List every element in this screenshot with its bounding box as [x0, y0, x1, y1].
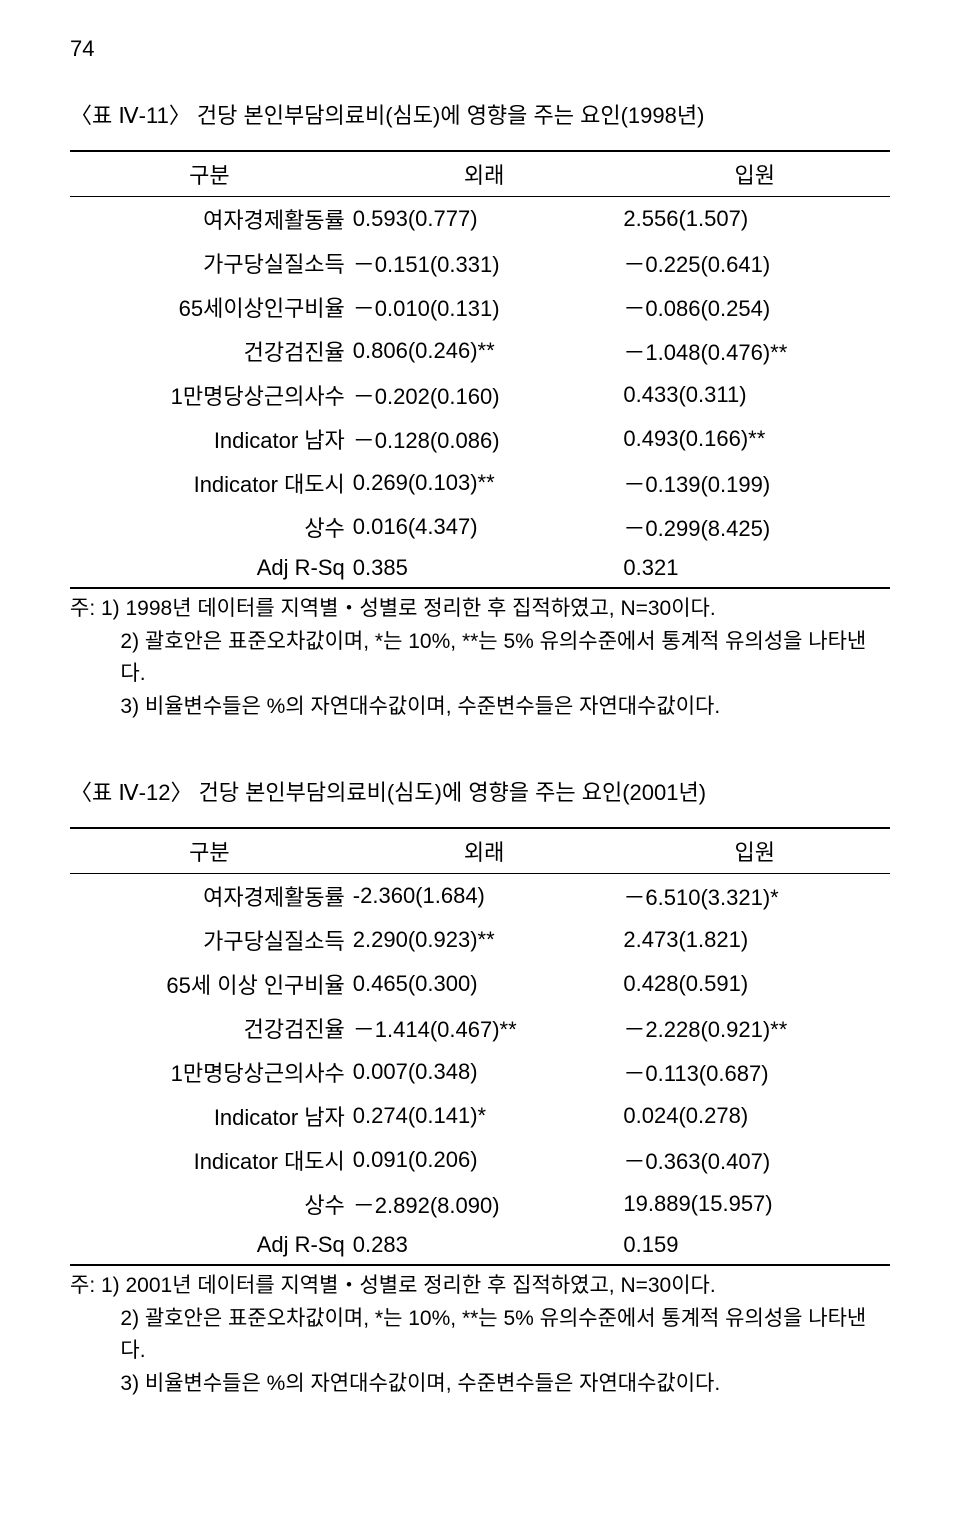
- row-label: 1만명당상근의사수: [70, 373, 349, 417]
- table2: 구분 외래 입원 여자경제활동률 -2.360(1.684) －6.510(3.…: [70, 827, 890, 1266]
- note-line: 3) 비율변수들은 %의 자연대수값이며, 수준변수들은 자연대수값이다.: [70, 691, 890, 724]
- table1: 구분 외래 입원 여자경제활동률 0.593(0.777) 2.556(1.50…: [70, 150, 890, 589]
- row-val: 19.889(15.957): [619, 1182, 890, 1226]
- row-label: 건강검진율: [70, 1006, 349, 1050]
- table-row: Indicator 대도시 0.091(0.206) －0.363(0.407): [70, 1138, 890, 1182]
- table1-head-2: 입원: [619, 151, 890, 197]
- table-row: Indicator 남자 0.274(0.141)* 0.024(0.278): [70, 1094, 890, 1138]
- row-val: 0.465(0.300): [349, 962, 620, 1006]
- table-row: 상수 0.016(4.347) －0.299(8.425): [70, 505, 890, 549]
- row-val: 0.321: [619, 549, 890, 588]
- table1-notes: 주: 1) 1998년 데이터를 지역별‧성별로 정리한 후 집적하였고, N=…: [70, 593, 890, 723]
- table2-title: 〈표 Ⅳ-12〉 건당 본인부담의료비(심도)에 영향을 주는 요인(2001년…: [70, 775, 890, 807]
- row-val: 0.016(4.347): [349, 505, 620, 549]
- row-label: Indicator 남자: [70, 417, 349, 461]
- table1-head-1: 외래: [349, 151, 620, 197]
- row-val: －0.113(0.687): [619, 1050, 890, 1094]
- table2-head-2: 입원: [619, 828, 890, 874]
- row-label: 여자경제활동률: [70, 197, 349, 242]
- row-val: 0.159: [619, 1226, 890, 1265]
- note-line: 2) 괄호안은 표준오차값이며, *는 10%, **는 5% 유의수준에서 통…: [70, 1303, 890, 1368]
- row-val: 0.024(0.278): [619, 1094, 890, 1138]
- table-row: Adj R-Sq 0.283 0.159: [70, 1226, 890, 1265]
- table-row: 65세이상인구비율 －0.010(0.131) －0.086(0.254): [70, 285, 890, 329]
- row-val: 0.091(0.206): [349, 1138, 620, 1182]
- table2-header-row: 구분 외래 입원: [70, 828, 890, 874]
- note-line: 3) 비율변수들은 %의 자연대수값이며, 수준변수들은 자연대수값이다.: [70, 1368, 890, 1401]
- row-val: 2.556(1.507): [619, 197, 890, 242]
- row-label: 가구당실질소득: [70, 241, 349, 285]
- row-label: Adj R-Sq: [70, 1226, 349, 1265]
- table-row: 가구당실질소득 2.290(0.923)** 2.473(1.821): [70, 918, 890, 962]
- row-val: 0.007(0.348): [349, 1050, 620, 1094]
- table-row: 1만명당상근의사수 －0.202(0.160) 0.433(0.311): [70, 373, 890, 417]
- table2-notes: 주: 1) 2001년 데이터를 지역별‧성별로 정리한 후 집적하였고, N=…: [70, 1270, 890, 1400]
- row-val: －0.363(0.407): [619, 1138, 890, 1182]
- row-val: －1.414(0.467)**: [349, 1006, 620, 1050]
- table-row: 1만명당상근의사수 0.007(0.348) －0.113(0.687): [70, 1050, 890, 1094]
- row-val: －0.086(0.254): [619, 285, 890, 329]
- table1-head-0: 구분: [70, 151, 349, 197]
- row-val: －0.202(0.160): [349, 373, 620, 417]
- row-label: 1만명당상근의사수: [70, 1050, 349, 1094]
- row-label: Adj R-Sq: [70, 549, 349, 588]
- table-row: 건강검진율 －1.414(0.467)** －2.228(0.921)**: [70, 1006, 890, 1050]
- row-val: 0.269(0.103)**: [349, 461, 620, 505]
- row-val: 0.433(0.311): [619, 373, 890, 417]
- row-label: Indicator 대도시: [70, 461, 349, 505]
- table-row: 65세 이상 인구비율 0.465(0.300) 0.428(0.591): [70, 962, 890, 1006]
- row-label: Indicator 대도시: [70, 1138, 349, 1182]
- table-row: 상수 －2.892(8.090) 19.889(15.957): [70, 1182, 890, 1226]
- table1-header-row: 구분 외래 입원: [70, 151, 890, 197]
- row-val: 0.283: [349, 1226, 620, 1265]
- row-val: 0.385: [349, 549, 620, 588]
- row-label: Indicator 남자: [70, 1094, 349, 1138]
- table-row: 여자경제활동률 -2.360(1.684) －6.510(3.321)*: [70, 874, 890, 919]
- row-label: 여자경제활동률: [70, 874, 349, 919]
- table-row: Indicator 남자 －0.128(0.086) 0.493(0.166)*…: [70, 417, 890, 461]
- note-line: 주: 1) 2001년 데이터를 지역별‧성별로 정리한 후 집적하였고, N=…: [70, 1270, 890, 1303]
- row-val: －0.225(0.641): [619, 241, 890, 285]
- row-label: 65세 이상 인구비율: [70, 962, 349, 1006]
- row-val: 2.473(1.821): [619, 918, 890, 962]
- row-val: －1.048(0.476)**: [619, 329, 890, 373]
- row-label: 가구당실질소득: [70, 918, 349, 962]
- table1-title: 〈표 Ⅳ-11〉 건당 본인부담의료비(심도)에 영향을 주는 요인(1998년…: [70, 98, 890, 130]
- row-val: 0.593(0.777): [349, 197, 620, 242]
- table-row: 가구당실질소득 －0.151(0.331) －0.225(0.641): [70, 241, 890, 285]
- row-val: 0.428(0.591): [619, 962, 890, 1006]
- row-val: －0.299(8.425): [619, 505, 890, 549]
- row-label: 상수: [70, 1182, 349, 1226]
- row-val: 2.290(0.923)**: [349, 918, 620, 962]
- table-row: Adj R-Sq 0.385 0.321: [70, 549, 890, 588]
- row-label: 65세이상인구비율: [70, 285, 349, 329]
- row-val: －0.010(0.131): [349, 285, 620, 329]
- table-row: 건강검진율 0.806(0.246)** －1.048(0.476)**: [70, 329, 890, 373]
- row-val: 0.806(0.246)**: [349, 329, 620, 373]
- row-val: －6.510(3.321)*: [619, 874, 890, 919]
- row-val: －2.892(8.090): [349, 1182, 620, 1226]
- row-val: －0.139(0.199): [619, 461, 890, 505]
- table-row: 여자경제활동률 0.593(0.777) 2.556(1.507): [70, 197, 890, 242]
- spacer: [70, 723, 890, 751]
- page-number: 74: [70, 36, 890, 62]
- row-label: 상수: [70, 505, 349, 549]
- table2-head-1: 외래: [349, 828, 620, 874]
- row-val: －0.151(0.331): [349, 241, 620, 285]
- table-row: Indicator 대도시 0.269(0.103)** －0.139(0.19…: [70, 461, 890, 505]
- page: 74 〈표 Ⅳ-11〉 건당 본인부담의료비(심도)에 영향을 주는 요인(19…: [0, 0, 960, 1460]
- note-line: 주: 1) 1998년 데이터를 지역별‧성별로 정리한 후 집적하였고, N=…: [70, 593, 890, 626]
- table2-head-0: 구분: [70, 828, 349, 874]
- row-label: 건강검진율: [70, 329, 349, 373]
- row-val: －2.228(0.921)**: [619, 1006, 890, 1050]
- note-line: 2) 괄호안은 표준오차값이며, *는 10%, **는 5% 유의수준에서 통…: [70, 626, 890, 691]
- row-val: -2.360(1.684): [349, 874, 620, 919]
- row-val: －0.128(0.086): [349, 417, 620, 461]
- row-val: 0.493(0.166)**: [619, 417, 890, 461]
- row-val: 0.274(0.141)*: [349, 1094, 620, 1138]
